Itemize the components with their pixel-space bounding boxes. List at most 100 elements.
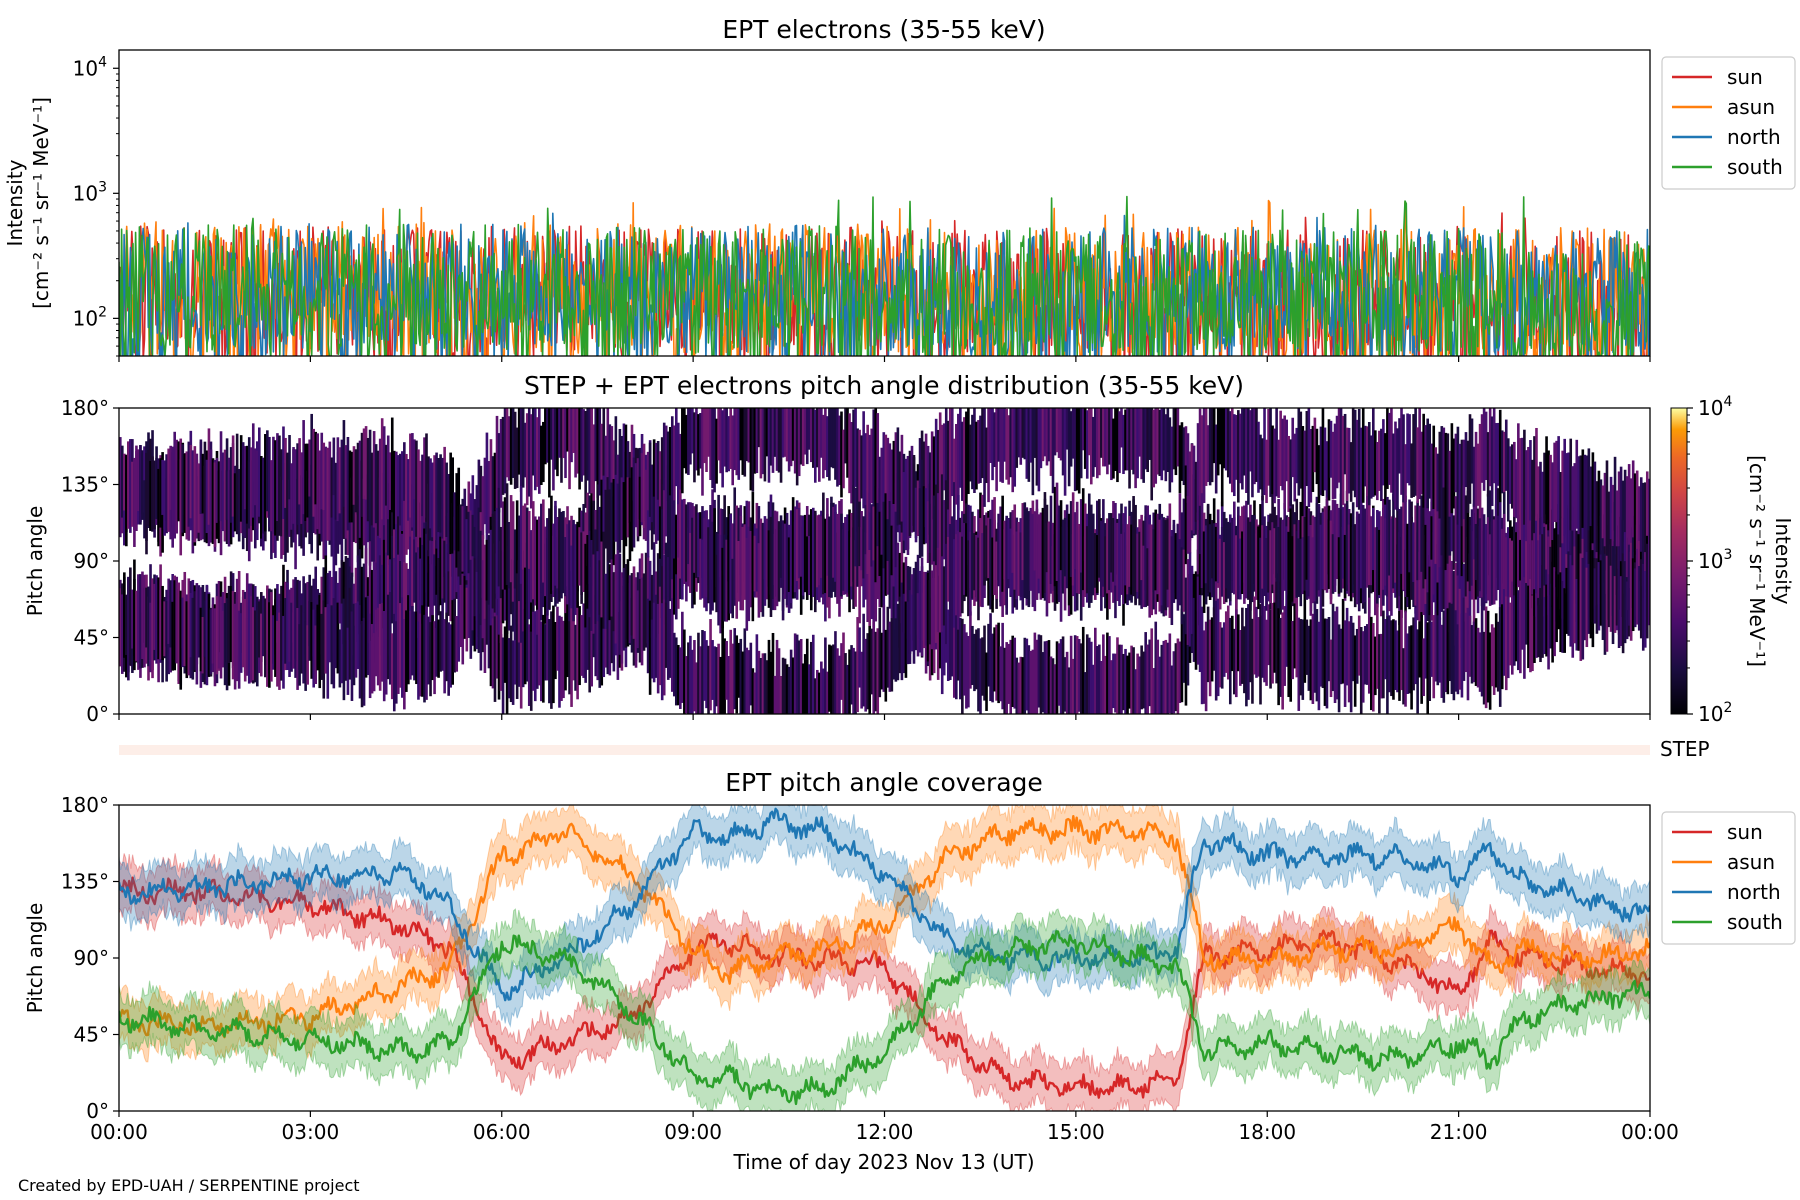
heatmap-cell — [1124, 506, 1127, 586]
heatmap-cell — [1444, 432, 1448, 503]
heatmap-cell — [618, 492, 622, 553]
heatmap-cell — [1285, 526, 1288, 619]
heatmap-cell — [614, 554, 618, 644]
heatmap-cell — [519, 408, 523, 492]
heatmap-cell — [503, 408, 507, 494]
heatmap-cell — [1563, 438, 1566, 536]
heatmap-cell — [826, 671, 829, 714]
heatmap-cell — [519, 633, 523, 709]
heatmap-cell — [1241, 531, 1244, 594]
heatmap-cell — [997, 513, 1000, 587]
heatmap-cell — [546, 518, 549, 616]
heatmap-cell — [888, 443, 892, 501]
heatmap-cell — [483, 550, 487, 619]
panel1-ylabel-line2: [cm⁻² s⁻¹ sr⁻¹ MeV⁻¹] — [29, 97, 53, 309]
heatmap-cell — [1152, 668, 1156, 714]
heatmap-cell — [372, 561, 376, 637]
heatmap-cell — [155, 575, 158, 664]
heatmap-cell — [856, 617, 859, 713]
heatmap-cell — [685, 414, 688, 474]
heatmap-cell — [1359, 627, 1363, 714]
heatmap-cell — [668, 608, 672, 678]
heatmap-cell — [1551, 462, 1554, 541]
heatmap-cell — [1462, 563, 1466, 626]
heatmap-cell — [417, 621, 420, 700]
heatmap-cell — [558, 522, 561, 594]
heatmap-cell — [533, 611, 537, 702]
colorbar-tick-label: 103 — [1698, 547, 1732, 573]
heatmap-cell — [1365, 493, 1369, 588]
heatmap-cell — [1132, 408, 1135, 475]
heatmap-cell — [830, 645, 833, 714]
heatmap-cell — [519, 485, 523, 584]
heatmap-cell — [886, 437, 890, 520]
heatmap-cell — [1394, 620, 1397, 690]
heatmap-cell — [1468, 553, 1472, 635]
heatmap-cell — [693, 506, 696, 573]
heatmap-cell — [620, 477, 624, 541]
heatmap-cell — [1235, 609, 1238, 698]
heatmap-cell — [884, 484, 888, 572]
heatmap-cell — [590, 540, 593, 631]
heatmap-cell — [521, 565, 525, 632]
heatmap-cell — [737, 642, 741, 698]
heatmap-cell — [247, 437, 251, 529]
heatmap-cell — [1382, 610, 1385, 699]
heatmap-cell — [916, 480, 920, 537]
heatmap-cell — [1384, 619, 1387, 680]
heatmap-cell — [1442, 427, 1446, 488]
heatmap-cell — [1297, 538, 1301, 597]
heatmap-cell — [1581, 557, 1585, 660]
heatmap-cell — [1196, 576, 1200, 665]
heatmap-cell — [1011, 408, 1015, 493]
heatmap-cell — [1009, 408, 1013, 478]
heatmap-cell — [554, 500, 557, 586]
heatmap-cell — [1202, 531, 1206, 613]
heatmap-cell — [540, 503, 543, 593]
heatmap-cell — [231, 591, 235, 680]
heatmap-cell — [1001, 495, 1004, 592]
panel3-ylabel: Pitch angle — [23, 903, 47, 1014]
heatmap-cell — [1380, 516, 1383, 617]
heatmap-cell — [1043, 492, 1047, 593]
heatmap-cell — [1571, 523, 1575, 580]
heatmap-cell — [1563, 517, 1566, 597]
heatmap-cell — [1593, 568, 1597, 624]
heatmap-cell — [469, 559, 473, 659]
heatmap-cell — [1446, 543, 1450, 644]
heatmap-cell — [1506, 596, 1510, 679]
heatmap-cell — [1170, 665, 1174, 714]
heatmap-cell — [394, 451, 398, 525]
heatmap-cell — [856, 501, 859, 587]
heatmap-cell — [372, 431, 376, 528]
heatmap-cell — [1164, 414, 1168, 482]
heatmap-cell — [1549, 454, 1552, 547]
heatmap-cell — [304, 583, 307, 655]
heatmap-cell — [503, 497, 507, 590]
heatmap-cell — [1281, 523, 1284, 610]
heatmap-cell — [948, 601, 952, 681]
heatmap-cell — [1041, 507, 1045, 599]
heatmap-cell — [995, 541, 998, 599]
heatmap-cell — [1230, 408, 1234, 493]
heatmap-cell — [169, 445, 172, 510]
heatmap-cell — [1089, 408, 1093, 485]
heatmap-cell — [689, 408, 692, 465]
heatmap-cell — [433, 455, 436, 555]
heatmap-cell — [318, 450, 322, 534]
y-tick-label: 45° — [74, 1023, 109, 1047]
heatmap-cell — [900, 582, 904, 681]
heatmap-cell — [652, 439, 656, 497]
heatmap-cell — [201, 617, 205, 674]
heatmap-cell — [324, 555, 328, 646]
heatmap-cell — [1500, 528, 1504, 624]
heatmap-cell — [858, 627, 861, 688]
heatmap-cell — [1144, 505, 1147, 591]
heatmap-cell — [582, 603, 585, 678]
heatmap-cell — [1408, 626, 1411, 694]
heatmap-cell — [397, 619, 400, 694]
heatmap-cell — [1301, 537, 1305, 595]
heatmap-cell — [1454, 496, 1458, 562]
heatmap-cell — [411, 530, 414, 631]
heatmap-cell — [475, 571, 479, 650]
